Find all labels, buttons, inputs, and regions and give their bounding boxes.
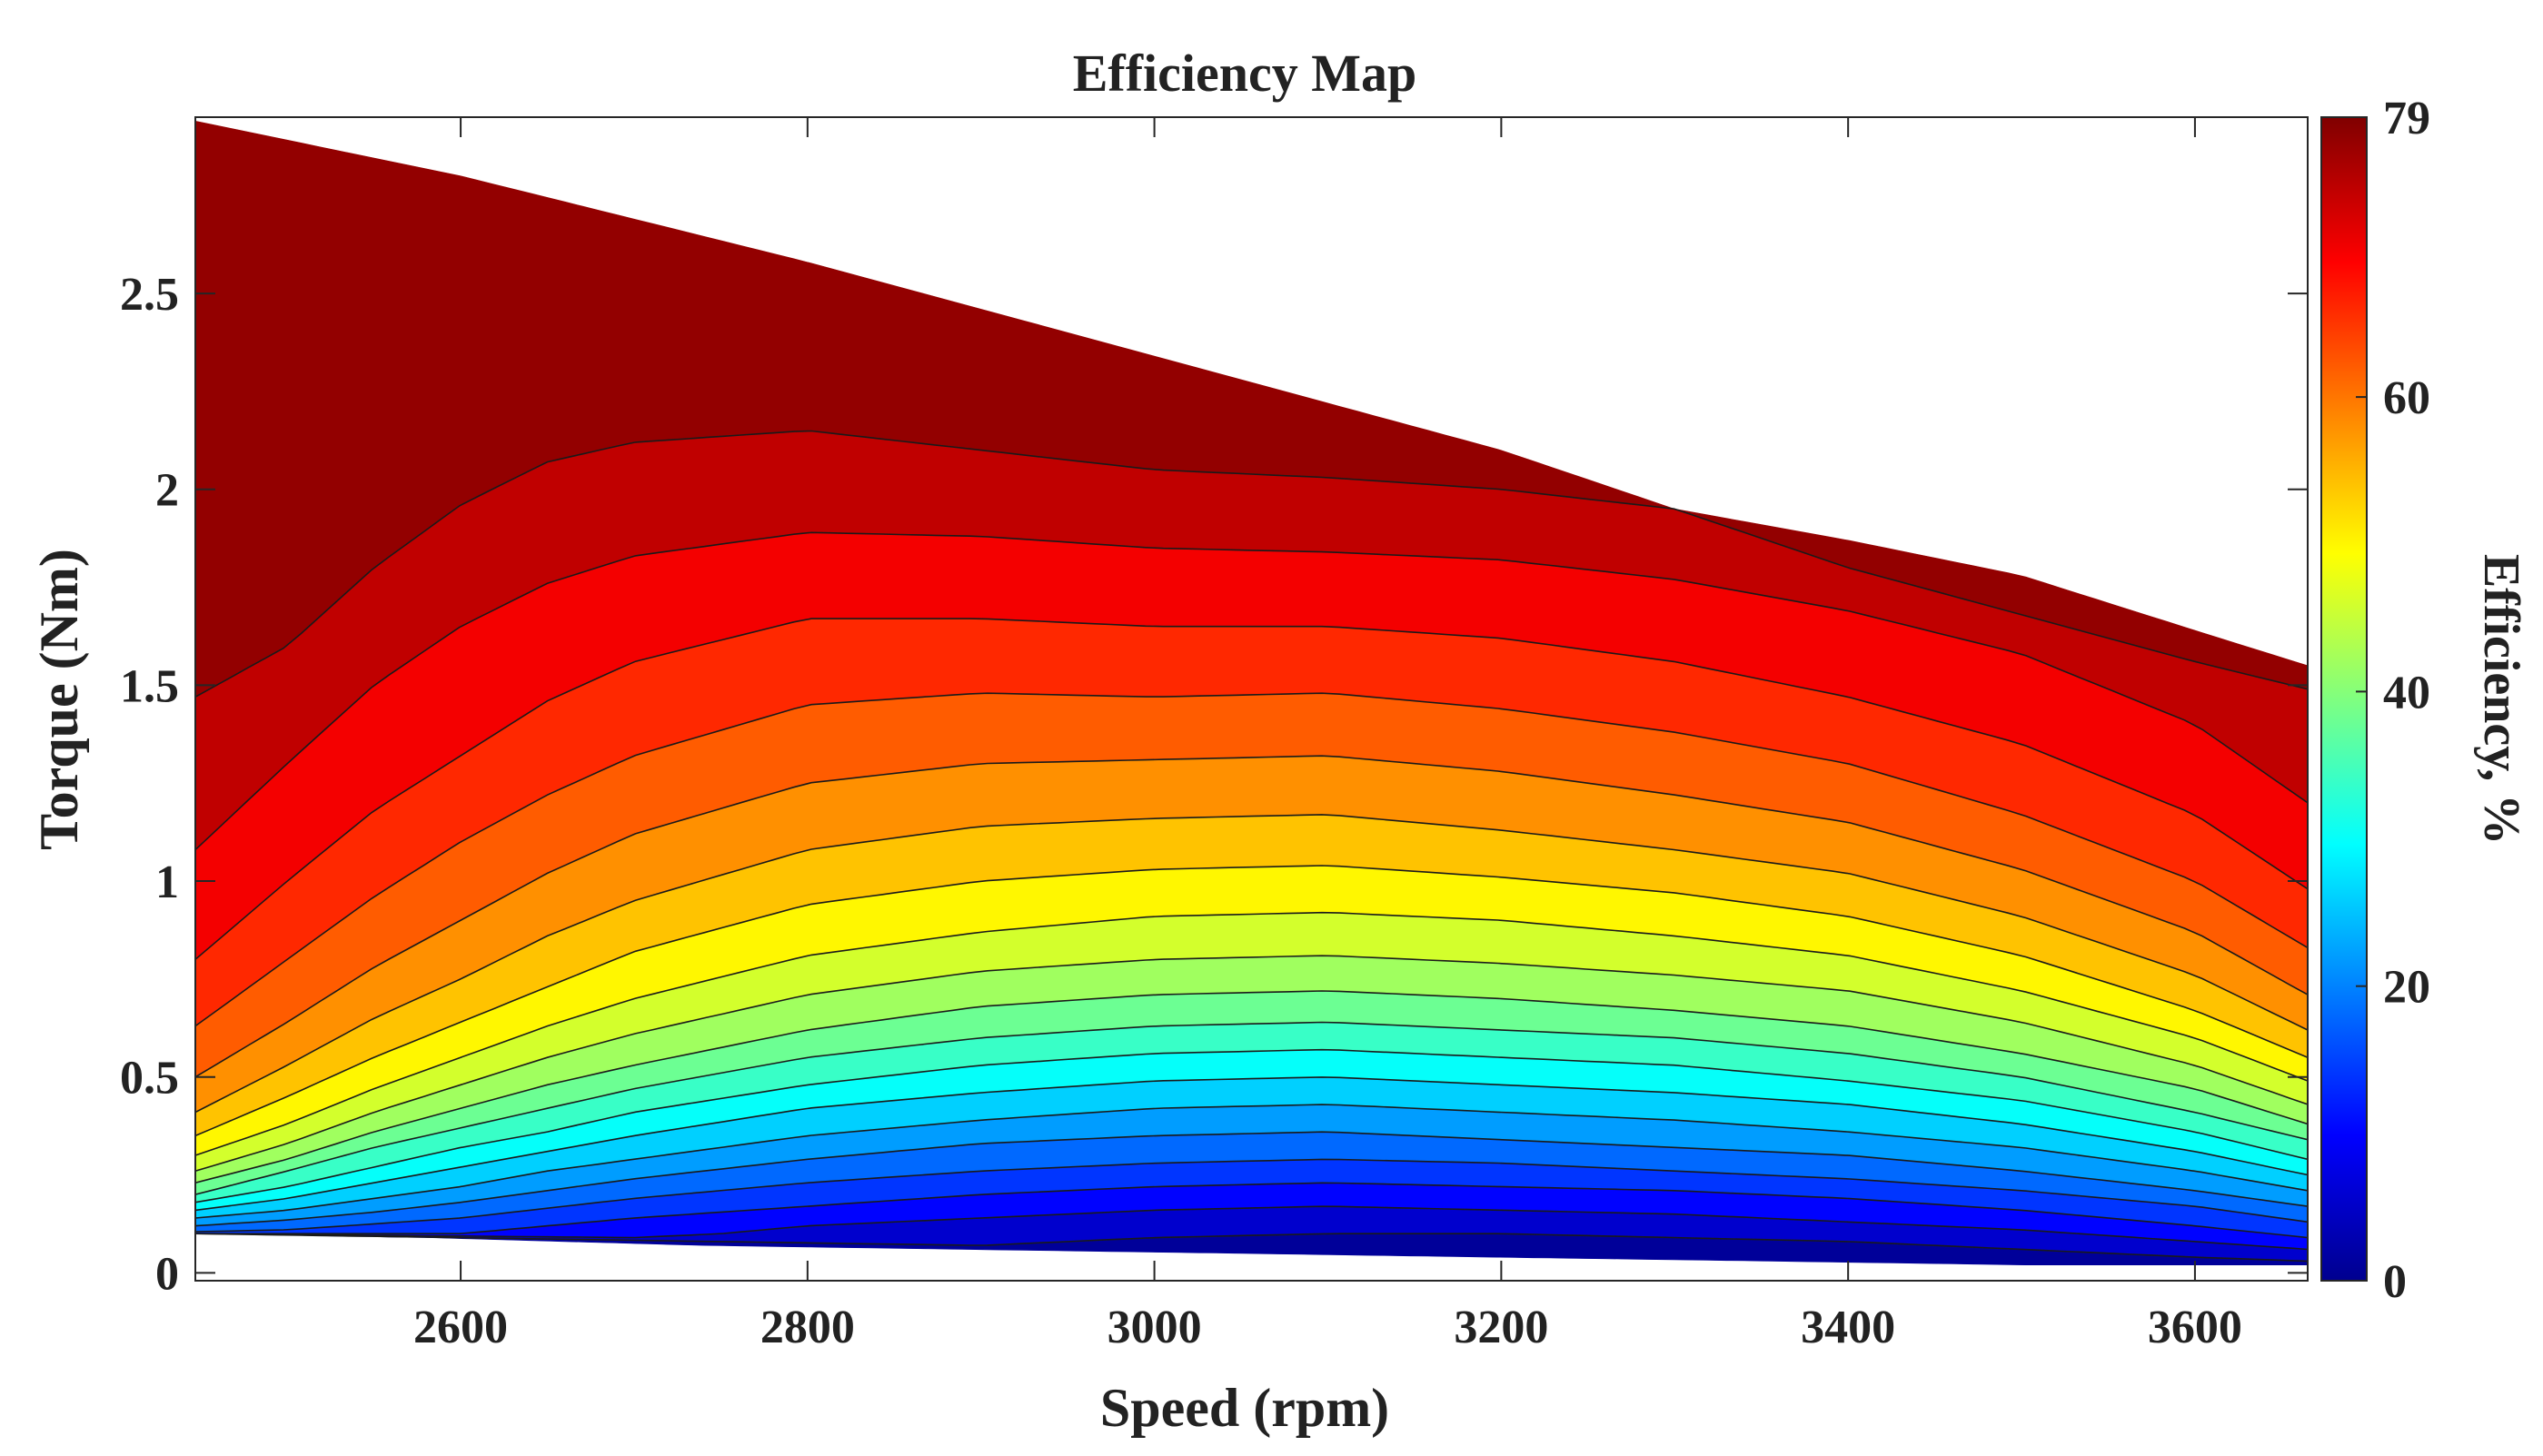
x-axis: 2600 2800 3000 3200 3400 3600 — [413, 117, 2242, 1353]
contour-line — [195, 1076, 2308, 1212]
colorbar-tick-label: 60 — [2383, 372, 2430, 424]
x-tick-label: 2600 — [413, 1302, 508, 1353]
contour-line — [195, 531, 2308, 851]
contour-line — [195, 692, 2308, 1027]
plot-frame — [194, 116, 2309, 1282]
contour-fill-area — [195, 120, 2308, 1265]
colorbar-tick-label: 20 — [2383, 962, 2430, 1014]
chart-title: Efficiency Map — [1073, 44, 1417, 103]
contour-line — [195, 1182, 2308, 1239]
colorbar-label: Efficiency, % — [2473, 554, 2529, 845]
colorbar-tick-label: 0 — [2383, 1256, 2407, 1308]
colorbar-tick-label: 79 — [2383, 93, 2430, 144]
x-tick-label: 2800 — [760, 1302, 855, 1353]
contour-line — [195, 1158, 2308, 1233]
y-tick-label: 0.5 — [120, 1053, 179, 1104]
y-axis: 0 0.5 1 1.5 2 2.5 — [120, 269, 2308, 1300]
y-tick-label: 2 — [155, 465, 179, 517]
x-axis-label: Speed (rpm) — [1100, 1378, 1389, 1438]
contour-line — [195, 1104, 2308, 1219]
y-tick-label: 2.5 — [120, 269, 179, 321]
y-axis-label: Torque (Nm) — [29, 549, 89, 850]
contour-line — [195, 755, 2308, 1078]
contour-line — [195, 1233, 2308, 1263]
contour-line — [195, 1131, 2308, 1227]
colorbar — [2320, 116, 2368, 1282]
contour-line — [195, 865, 2308, 1137]
y-tick-label: 1 — [155, 857, 179, 908]
y-tick-label: 0 — [155, 1248, 179, 1300]
contour-line — [195, 911, 2308, 1156]
contour-line — [195, 430, 2308, 698]
x-tick-label: 3200 — [1454, 1302, 1548, 1353]
colorbar-ticks: 0 20 40 60 79 — [2356, 93, 2430, 1308]
contour-line — [195, 618, 2308, 960]
contour-line — [195, 1048, 2308, 1203]
colorbar-tick-label: 40 — [2383, 667, 2430, 718]
contour-line — [195, 1205, 2308, 1251]
contour-line — [195, 814, 2308, 1114]
contour-line — [195, 990, 2308, 1184]
contour-line — [195, 1021, 2308, 1195]
x-tick-label: 3000 — [1108, 1302, 1202, 1353]
x-tick-label: 3600 — [2148, 1302, 2242, 1353]
x-tick-label: 3400 — [1801, 1302, 1895, 1353]
contour-line — [195, 955, 2308, 1172]
contour-lines — [195, 430, 2308, 1263]
y-tick-label: 1.5 — [120, 660, 179, 712]
